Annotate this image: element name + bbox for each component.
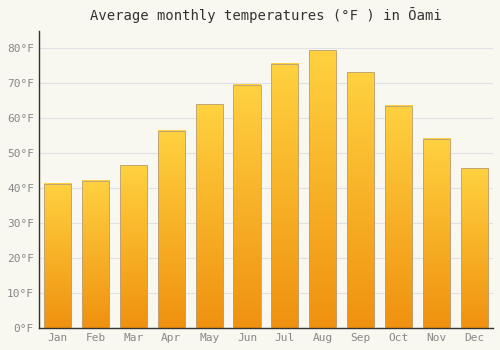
Title: Average monthly temperatures (°F ) in Ōami: Average monthly temperatures (°F ) in Ōa… xyxy=(90,7,442,23)
